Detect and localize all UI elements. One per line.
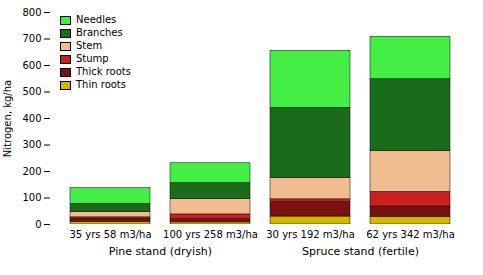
html-text:Branches: Branches xyxy=(76,27,123,38)
html-text:Needles: Needles xyxy=(76,14,117,25)
svg-text:Pine stand (dryish): Pine stand (dryish) xyxy=(109,245,212,258)
svg-text:62 yrs 342 m3/ha: 62 yrs 342 m3/ha xyxy=(366,229,455,240)
svg-text:Spruce stand (fertile): Spruce stand (fertile) xyxy=(302,245,419,258)
svg-text:800: 800 xyxy=(22,7,41,18)
svg-text:200: 200 xyxy=(22,166,41,177)
svg-text:600: 600 xyxy=(22,60,41,71)
svg-text:300: 300 xyxy=(22,139,41,150)
svg-text:100: 100 xyxy=(22,192,41,203)
svg-text:Nitrogen, kg/ha: Nitrogen, kg/ha xyxy=(2,80,13,157)
svg-text:700: 700 xyxy=(22,33,41,44)
svg-text:0: 0 xyxy=(35,219,41,230)
svg-text:100 yrs 258 m3/ha: 100 yrs 258 m3/ha xyxy=(163,229,258,240)
svg-text:500: 500 xyxy=(22,86,41,97)
html-text:Thin roots: Thin roots xyxy=(76,79,126,90)
svg-text:400: 400 xyxy=(22,113,41,124)
svg-text:35 yrs 58 m3/ha: 35 yrs 58 m3/ha xyxy=(69,229,151,240)
html-text:Stem: Stem xyxy=(76,40,103,51)
html-text:Stump: Stump xyxy=(76,53,109,64)
html-text:Thick roots: Thick roots xyxy=(76,66,131,77)
svg-text:30 yrs 192 m3/ha: 30 yrs 192 m3/ha xyxy=(266,229,355,240)
